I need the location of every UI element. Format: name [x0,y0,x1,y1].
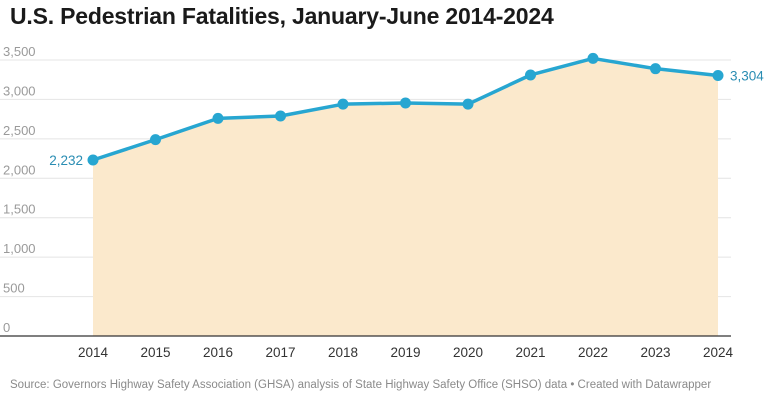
data-point [462,98,474,110]
data-point [337,98,349,110]
data-point [650,63,661,75]
data-point [212,112,224,124]
data-point [87,154,99,166]
data-label: 3,304 [730,68,764,83]
data-labels: 2,232 3,304 [49,68,764,168]
x-tick-label: 2021 [515,345,545,360]
y-tick-label: 0 [3,320,10,335]
y-tick-label: 3,000 [3,83,36,98]
data-point [525,69,536,81]
x-tick-label: 2022 [578,345,608,360]
x-tick-label: 2018 [328,345,358,360]
y-tick-label: 2,000 [3,162,36,177]
data-point [400,97,411,109]
y-tick-label: 500 [3,281,25,296]
x-axis-ticks: 2014 2015 2016 2017 2018 2019 2020 2021 2022 2023… [78,345,734,360]
x-tick-label: 2024 [703,345,734,360]
data-label: 2,232 [49,153,83,168]
y-tick-label: 2,500 [3,123,36,138]
data-points [87,52,724,166]
data-point [275,110,286,122]
source-note: Source: Governors Highway Safety Associa… [10,379,712,391]
data-point [712,69,724,81]
area-fill [93,58,718,337]
x-tick-label: 2023 [640,345,670,360]
y-tick-label: 3,500 [3,44,36,59]
area-shape [93,58,718,337]
x-tick-label: 2015 [140,345,170,360]
data-point [587,52,599,64]
x-tick-label: 2019 [390,345,420,360]
x-tick-label: 2014 [78,345,109,360]
chart-title: U.S. Pedestrian Fatalities, January-June… [10,3,554,29]
y-axis-ticks: 0 500 1,000 1,500 2,000 2,500 3,000 3,500 [3,44,36,335]
y-tick-label: 1,000 [3,241,36,256]
x-tick-label: 2020 [453,345,483,360]
x-tick-label: 2016 [203,345,233,360]
x-tick-label: 2017 [265,345,295,360]
data-point [150,134,161,146]
y-tick-label: 1,500 [3,202,36,217]
